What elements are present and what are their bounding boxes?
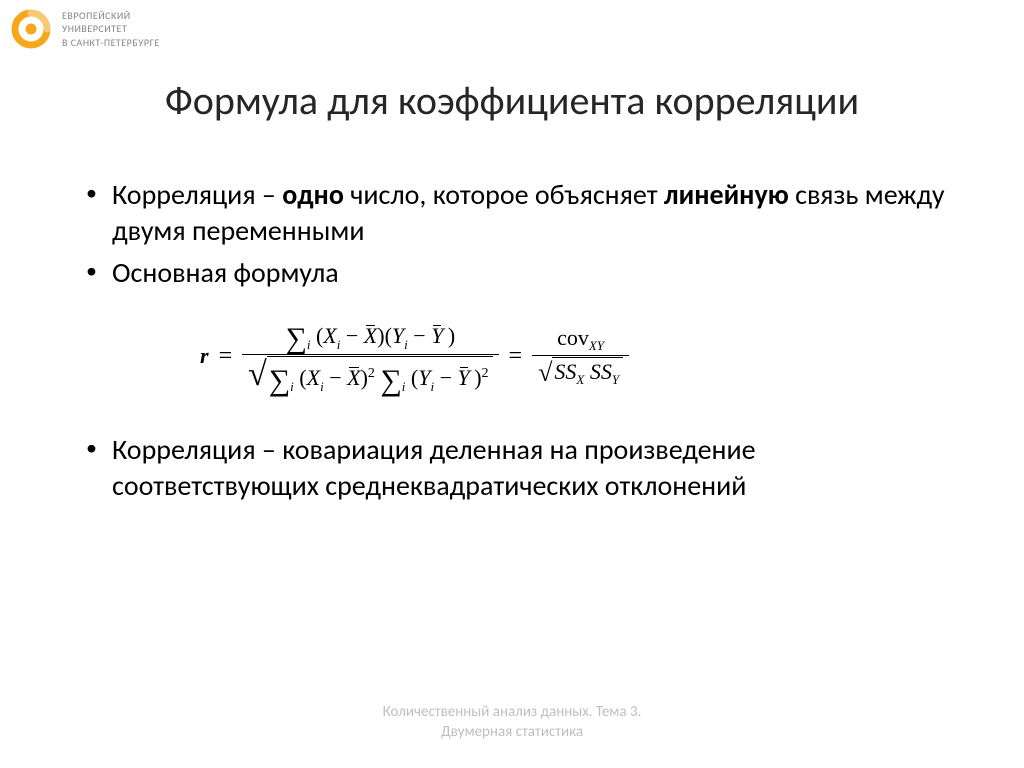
bullet-1: Корреляция – одно число, которое объясня…	[78, 177, 946, 249]
rhs-fraction: covXY √ SSX SSY	[532, 324, 629, 389]
university-logo-icon	[10, 8, 52, 50]
numerator: ∑i (Xi − X)(Yi − Y )	[279, 316, 461, 354]
correlation-formula: r = ∑i (Xi − X)(Yi − Y ) √ ∑i (Xi − X)2 …	[200, 302, 946, 410]
main-fraction: ∑i (Xi − X)(Yi − Y ) √ ∑i (Xi − X)2 ∑i (…	[242, 316, 498, 396]
rhs-denominator: √ SSX SSY	[532, 356, 629, 389]
slide-title: Формула для коэффициента корреляции	[0, 76, 1024, 125]
equals-sign-2: =	[509, 343, 523, 370]
formula-lhs: r	[200, 343, 209, 369]
bullet-3: Корреляция – ковариация деленная на прои…	[78, 432, 946, 504]
uni-line-3: В САНКТ-ПЕТЕРБУРГЕ	[62, 36, 160, 50]
equals-sign-1: =	[219, 343, 233, 370]
university-name: ЕВРОПЕЙСКИЙ УНИВЕРСИТЕТ В САНКТ-ПЕТЕРБУР…	[62, 9, 160, 50]
header: ЕВРОПЕЙСКИЙ УНИВЕРСИТЕТ В САНКТ-ПЕТЕРБУР…	[0, 0, 1024, 50]
footer: Количественный анализ данных. Тема 3. Дв…	[0, 703, 1024, 742]
denominator: √ ∑i (Xi − X)2 ∑i (Yi − Y )2	[242, 355, 498, 396]
rhs-numerator: covXY	[551, 324, 610, 355]
uni-line-2: УНИВЕРСИТЕТ	[62, 22, 160, 36]
footer-line-2: Двумерная статистика	[0, 723, 1024, 743]
content-area: Корреляция – одно число, которое объясня…	[0, 125, 1024, 504]
footer-line-1: Количественный анализ данных. Тема 3.	[0, 703, 1024, 723]
uni-line-1: ЕВРОПЕЙСКИЙ	[62, 9, 160, 23]
bullet-2: Основная формула	[78, 255, 946, 291]
